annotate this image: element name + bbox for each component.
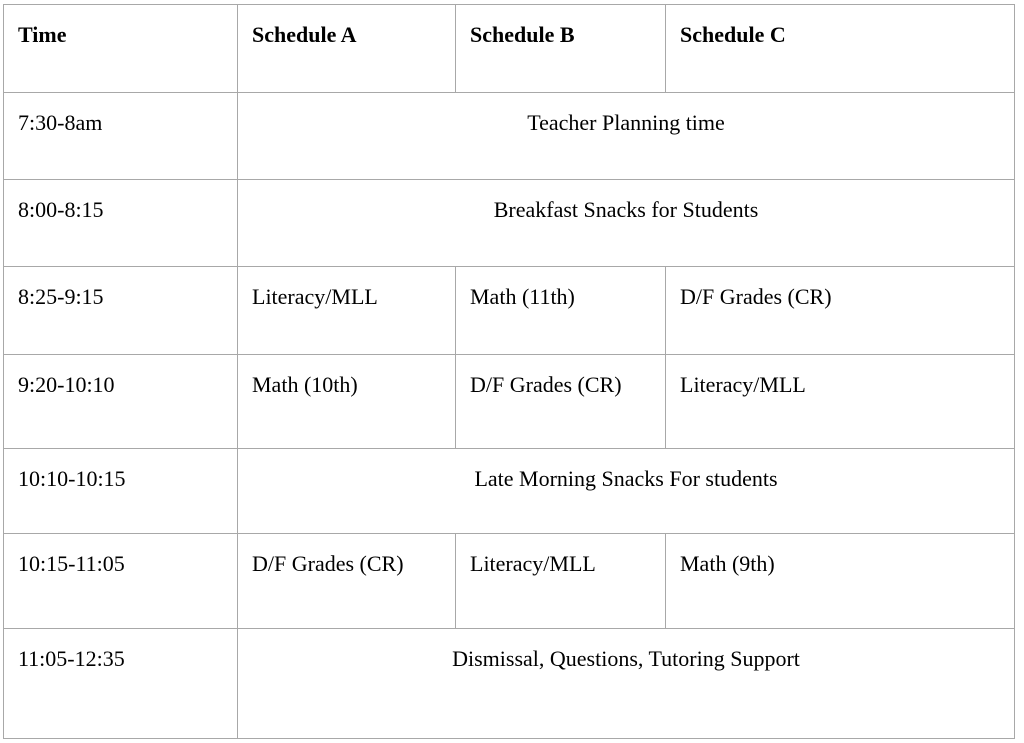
schedule-b-cell: D/F Grades (CR) (455, 354, 666, 449)
header-row: Time Schedule A Schedule B Schedule C (3, 4, 1015, 93)
header-time: Time (3, 4, 238, 93)
time-cell: 8:00-8:15 (3, 179, 238, 267)
schedule-a-cell: Literacy/MLL (237, 266, 456, 355)
schedule-c-cell: Literacy/MLL (665, 354, 1015, 449)
time-cell: 10:10-10:15 (3, 448, 238, 534)
all-schedules-cell: Dismissal, Questions, Tutoring Support (237, 628, 1015, 739)
table-row: 8:00-8:15 Breakfast Snacks for Students (3, 179, 1015, 267)
all-schedules-cell: Teacher Planning time (237, 92, 1015, 180)
table-row: 8:25-9:15 Literacy/MLL Math (11th) D/F G… (3, 266, 1015, 355)
time-cell: 9:20-10:10 (3, 354, 238, 449)
table-row: 10:10-10:15 Late Morning Snacks For stud… (3, 448, 1015, 534)
all-schedules-cell: Breakfast Snacks for Students (237, 179, 1015, 267)
header-schedule-c: Schedule C (665, 4, 1015, 93)
table-row: 10:15-11:05 D/F Grades (CR) Literacy/MLL… (3, 533, 1015, 629)
schedule-b-cell: Math (11th) (455, 266, 666, 355)
schedule-c-cell: Math (9th) (665, 533, 1015, 629)
time-cell: 11:05-12:35 (3, 628, 238, 739)
all-schedules-cell: Late Morning Snacks For students (237, 448, 1015, 534)
time-cell: 10:15-11:05 (3, 533, 238, 629)
table-row: 11:05-12:35 Dismissal, Questions, Tutori… (3, 628, 1015, 739)
time-cell: 8:25-9:15 (3, 266, 238, 355)
schedule-a-cell: Math (10th) (237, 354, 456, 449)
header-schedule-a: Schedule A (237, 4, 456, 93)
schedule-table: Time Schedule A Schedule B Schedule C 7:… (3, 4, 1015, 739)
header-schedule-b: Schedule B (455, 4, 666, 93)
schedule-c-cell: D/F Grades (CR) (665, 266, 1015, 355)
table-row: 7:30-8am Teacher Planning time (3, 92, 1015, 180)
schedule-a-cell: D/F Grades (CR) (237, 533, 456, 629)
time-cell: 7:30-8am (3, 92, 238, 180)
table-row: 9:20-10:10 Math (10th) D/F Grades (CR) L… (3, 354, 1015, 449)
schedule-b-cell: Literacy/MLL (455, 533, 666, 629)
